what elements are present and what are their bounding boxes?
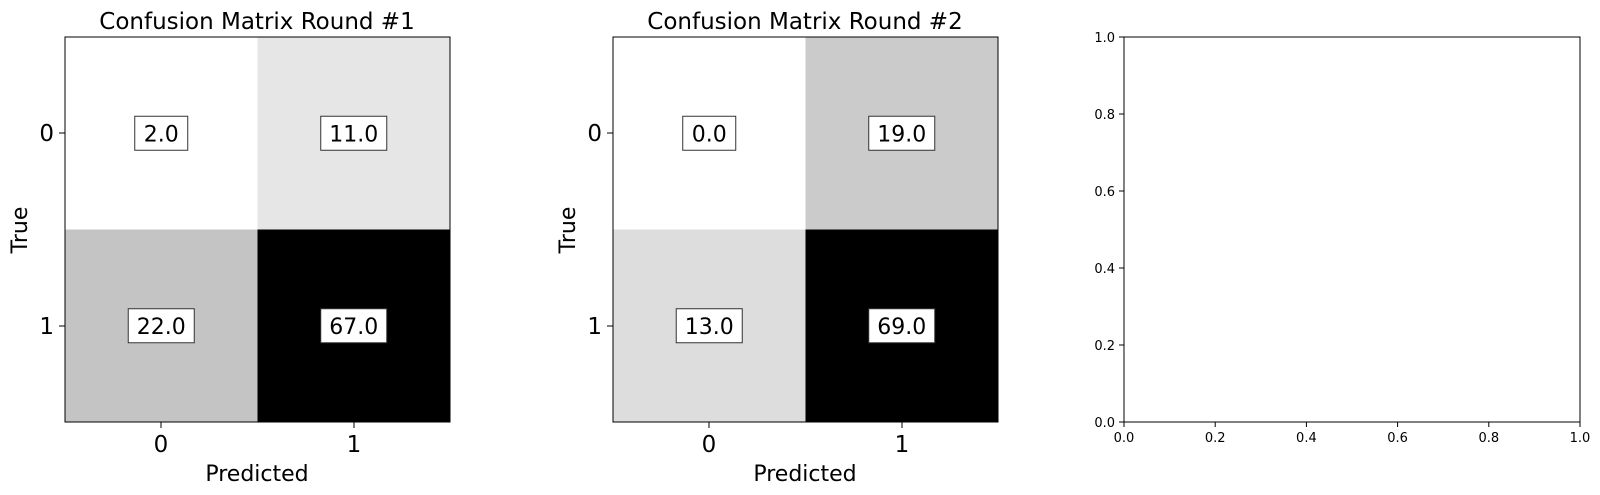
y-ticks: 0 1 (587, 121, 613, 340)
x-axis-label: Predicted (205, 462, 308, 487)
chart-title: Confusion Matrix Round #2 (647, 9, 962, 35)
x-tick-label: 1 (895, 432, 910, 458)
cell-value-label: 22.0 (137, 315, 186, 340)
plot-frame (1123, 36, 1581, 423)
cell-value-label: 69.0 (877, 315, 926, 340)
x-tick-label: 0 (154, 432, 169, 458)
cell-label-box (320, 115, 388, 151)
chart-title: Confusion Matrix Round #1 (99, 9, 414, 35)
x-tick-label: 0.4 (1296, 431, 1317, 446)
cell-value-label: 13.0 (685, 315, 734, 340)
y-tick-label: 1 (587, 314, 602, 340)
y-tick-label: 0 (587, 121, 602, 147)
y-axis-label: True (8, 207, 33, 255)
plot-frame (612, 36, 999, 423)
empty-axes-panel: 0.0 0.2 0.4 0.6 0.8 1.0 0.0 0.2 0.4 0.6 0.8 1.0 (1094, 31, 1590, 446)
x-tick-label: 0.6 (1387, 431, 1408, 446)
cell-label-box (682, 115, 737, 151)
heatmap-cells: 2.0 11.0 22.0 67.0 (65, 37, 450, 422)
cell-value-label: 2.0 (144, 122, 179, 147)
x-ticks: 0 1 (154, 422, 362, 458)
axis-ticks: 0.0 0.2 0.4 0.6 0.8 1.0 0.0 0.2 0.4 0.6 0.8 1.0 (1094, 31, 1590, 446)
x-ticks: 0 1 (702, 422, 910, 458)
y-tick-label: 0.8 (1094, 108, 1115, 123)
x-tick-label: 1 (347, 432, 362, 458)
y-tick-label: 0 (39, 121, 54, 147)
x-tick-label: 0.0 (1114, 431, 1135, 446)
y-tick-label: 0.2 (1094, 339, 1115, 354)
cell-value-label: 11.0 (329, 122, 378, 147)
y-tick-label: 0.6 (1094, 185, 1115, 200)
cell-label-box (127, 308, 195, 344)
x-tick-label: 1.0 (1570, 431, 1591, 446)
confusion-matrix-panel-1: 2.0 11.0 22.0 67.0 Confusion Matrix Round #… (8, 9, 451, 487)
cell-label-box (320, 308, 388, 344)
y-axis-label: True (556, 207, 581, 255)
cell-label-box (675, 308, 743, 344)
cell-value-label: 67.0 (329, 315, 378, 340)
y-ticks: 0 1 (39, 121, 65, 340)
x-tick-label: 0.2 (1205, 431, 1226, 446)
x-tick-label: 0.8 (1478, 431, 1499, 446)
y-tick-label: 1 (39, 314, 54, 340)
confusion-matrix-panel-2: 0.0 19.0 13.0 69.0 Confusion Matrix Round #… (556, 9, 999, 487)
cell-label-box (134, 115, 189, 151)
cell-value-label: 19.0 (877, 122, 926, 147)
y-tick-label: 0.4 (1094, 262, 1115, 277)
cell-value-label: 0.0 (692, 122, 727, 147)
y-tick-label: 0.0 (1094, 416, 1115, 431)
plot-frame (64, 36, 451, 423)
x-tick-label: 0 (702, 432, 717, 458)
cell-label-box (868, 308, 936, 344)
heatmap-cells: 0.0 19.0 13.0 69.0 (613, 37, 998, 422)
x-axis-label: Predicted (753, 462, 856, 487)
cell-label-box (868, 115, 936, 151)
y-tick-label: 1.0 (1094, 31, 1115, 46)
